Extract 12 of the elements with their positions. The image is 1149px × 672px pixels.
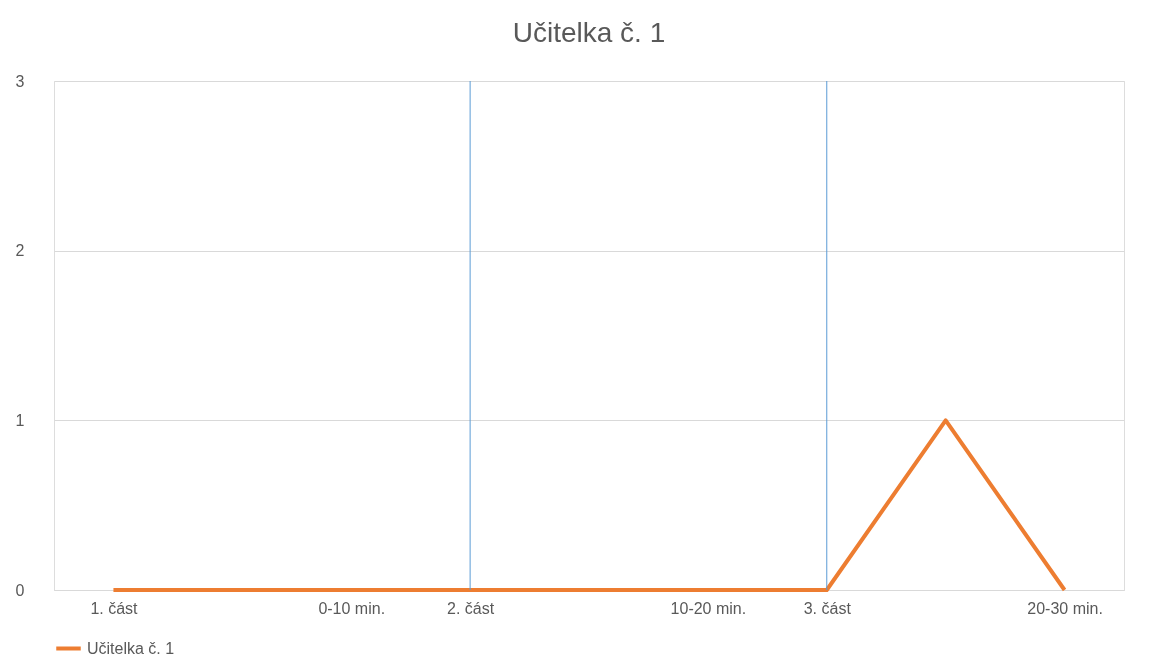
x-tick-label: 10-20 min. (670, 599, 747, 617)
x-tick-label: 20-30 min. (1027, 599, 1103, 617)
y-tick-label: 2 (15, 242, 25, 260)
y-tick-label: 3 (15, 72, 25, 90)
y-tick-label: 0 (15, 581, 25, 599)
x-tick-label: 2. část (447, 599, 495, 617)
x-tick-label: 0-10 min. (318, 599, 386, 617)
legend-label: Učitelka č. 1 (87, 639, 175, 657)
chart-title: Učitelka č. 1 (512, 17, 666, 48)
x-tick-label: 1. část (90, 599, 139, 617)
x-tick-label: 3. část (803, 599, 852, 617)
y-tick-label: 1 (15, 411, 25, 429)
